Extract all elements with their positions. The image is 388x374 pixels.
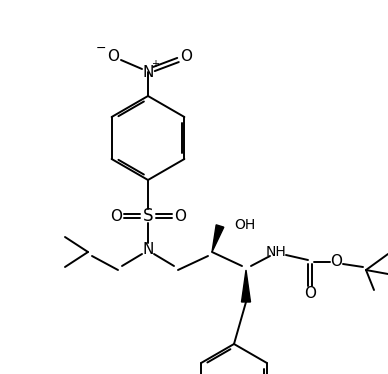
Text: O: O [304,286,316,301]
Text: O: O [107,49,119,64]
Polygon shape [241,270,251,302]
Text: NH: NH [266,245,286,259]
Text: O: O [174,208,186,224]
Text: N: N [142,64,154,80]
Text: OH: OH [234,218,255,232]
Text: S: S [143,207,153,225]
Text: −: − [96,42,106,55]
Text: +: + [151,59,159,69]
Text: N: N [142,242,154,258]
Text: O: O [180,49,192,64]
Text: O: O [330,254,342,270]
Text: O: O [110,208,122,224]
Polygon shape [212,225,224,252]
